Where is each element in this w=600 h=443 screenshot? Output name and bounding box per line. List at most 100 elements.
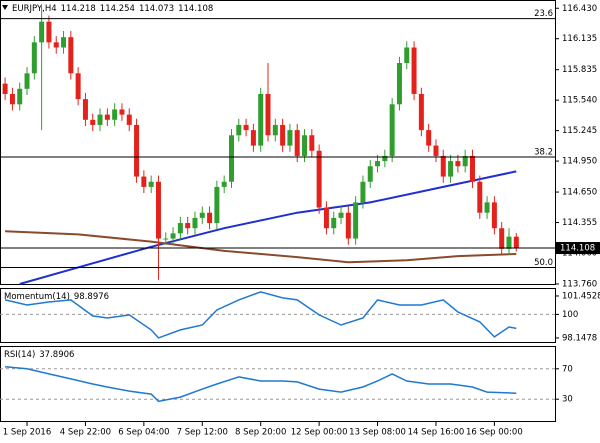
candle-body	[9, 93, 15, 105]
candle-body	[265, 93, 271, 136]
x-tick-label: 16 Sep 00:00	[466, 428, 523, 438]
candle-body	[294, 130, 300, 156]
candle-body	[82, 99, 88, 120]
indicator-name: Momentum(14)	[4, 292, 70, 302]
candle-body	[177, 223, 183, 234]
candle-body	[112, 109, 118, 120]
candle-body	[31, 42, 37, 74]
indicator-label: Momentum(14) 98.8976	[4, 292, 109, 302]
moving-average	[5, 230, 517, 264]
fib-level-label: 23.6	[534, 9, 553, 19]
candle-body	[287, 130, 293, 146]
y-tick-label: 116.135	[562, 34, 597, 44]
x-tick-label: 8 Sep 20:00	[235, 428, 286, 438]
candle-body	[119, 109, 125, 115]
candle-body	[2, 83, 8, 94]
candle-body	[418, 93, 424, 131]
y-tick-label: 113.760	[562, 279, 597, 289]
indicator-label: RSI(14) 37.8906	[4, 350, 74, 360]
candle-body	[353, 202, 359, 239]
candle-body	[411, 47, 417, 94]
candle-body	[345, 212, 351, 239]
header-low: 114.073	[139, 4, 174, 14]
x-tick-label: 6 Sep 04:00	[118, 428, 169, 438]
candle-body	[236, 124, 242, 136]
moving-average	[19, 170, 517, 285]
candle-body	[513, 236, 519, 249]
candle-body	[440, 155, 446, 177]
x-tick-label: 13 Sep 08:00	[349, 428, 406, 438]
candle-body	[53, 42, 59, 48]
current-price-label: 114.108	[560, 244, 595, 254]
candle-body	[141, 176, 147, 187]
candle-body	[389, 104, 395, 156]
y-tick-label: 114.650	[562, 188, 597, 198]
candle-body	[375, 161, 381, 167]
candle-body	[309, 135, 315, 151]
current-price-box	[556, 242, 600, 255]
y-tick-label: 114.355	[562, 218, 597, 228]
y-tick-label: 116.430	[562, 4, 597, 14]
candle-body	[272, 124, 278, 136]
header: EURJPY,H4 114.218 114.254 114.073 114.108	[12, 4, 213, 14]
indicator-name: RSI(14)	[4, 350, 35, 360]
candle-body	[155, 181, 161, 239]
candle-body	[506, 236, 512, 249]
candle-body	[302, 135, 308, 156]
header-high: 114.254	[100, 4, 135, 14]
candle-body	[367, 166, 373, 182]
candle-body	[462, 155, 468, 167]
y-tick-label: 114.950	[562, 157, 597, 167]
candle-body	[90, 119, 96, 125]
indicator-value: 98.8976	[74, 292, 109, 302]
header-close: 114.108	[178, 4, 213, 14]
candle-body	[258, 93, 264, 146]
candle-body	[316, 150, 322, 208]
indicator-value: 37.8906	[39, 350, 74, 360]
candle-body	[17, 88, 23, 105]
candle-body	[148, 181, 154, 187]
header-open: 114.218	[61, 4, 96, 14]
indicator-line	[5, 365, 517, 403]
candle-body	[126, 114, 132, 125]
y-tick-label: 115.245	[562, 126, 597, 136]
candle-body	[382, 155, 388, 162]
x-tick-label: 14 Sep 16:00	[408, 428, 465, 438]
symbol: EURJPY,H4	[12, 4, 57, 14]
y-tick-label: 115.835	[562, 65, 597, 75]
candle-body	[199, 212, 205, 218]
y-tick-label: 30	[562, 395, 573, 405]
candle-body	[323, 207, 329, 229]
candle-body	[185, 223, 191, 229]
y-tick-label: 70	[562, 364, 573, 374]
candle-body	[396, 62, 402, 105]
candle-body	[404, 47, 410, 63]
candle-body	[134, 124, 140, 177]
candle-body	[243, 124, 249, 131]
candle-body	[46, 21, 52, 43]
candle-body	[192, 217, 198, 229]
candle-body	[433, 145, 439, 156]
x-tick-label: 7 Sep 12:00	[177, 428, 228, 438]
x-tick-label: 12 Sep 00:00	[291, 428, 348, 438]
menu-arrow	[2, 5, 8, 10]
candle-body	[24, 73, 30, 89]
candle-body	[455, 161, 461, 167]
candle-body	[97, 114, 103, 125]
candle-body	[61, 37, 67, 48]
fib-level-label: 50.0	[534, 258, 553, 268]
candle-body	[75, 73, 81, 100]
candle-body	[499, 228, 505, 249]
candle-body	[163, 238, 169, 240]
candle-body	[214, 186, 220, 224]
y-tick-label: 100	[562, 310, 578, 320]
panel-frame	[0, 0, 556, 285]
candle-body	[104, 114, 110, 120]
candle-body	[484, 202, 490, 213]
indicator-line	[4, 291, 517, 339]
y-tick-label: 101.4528	[562, 291, 600, 301]
y-tick-label: 98.1478	[562, 333, 597, 343]
panel-frame	[0, 346, 556, 422]
candle-body	[477, 181, 483, 213]
